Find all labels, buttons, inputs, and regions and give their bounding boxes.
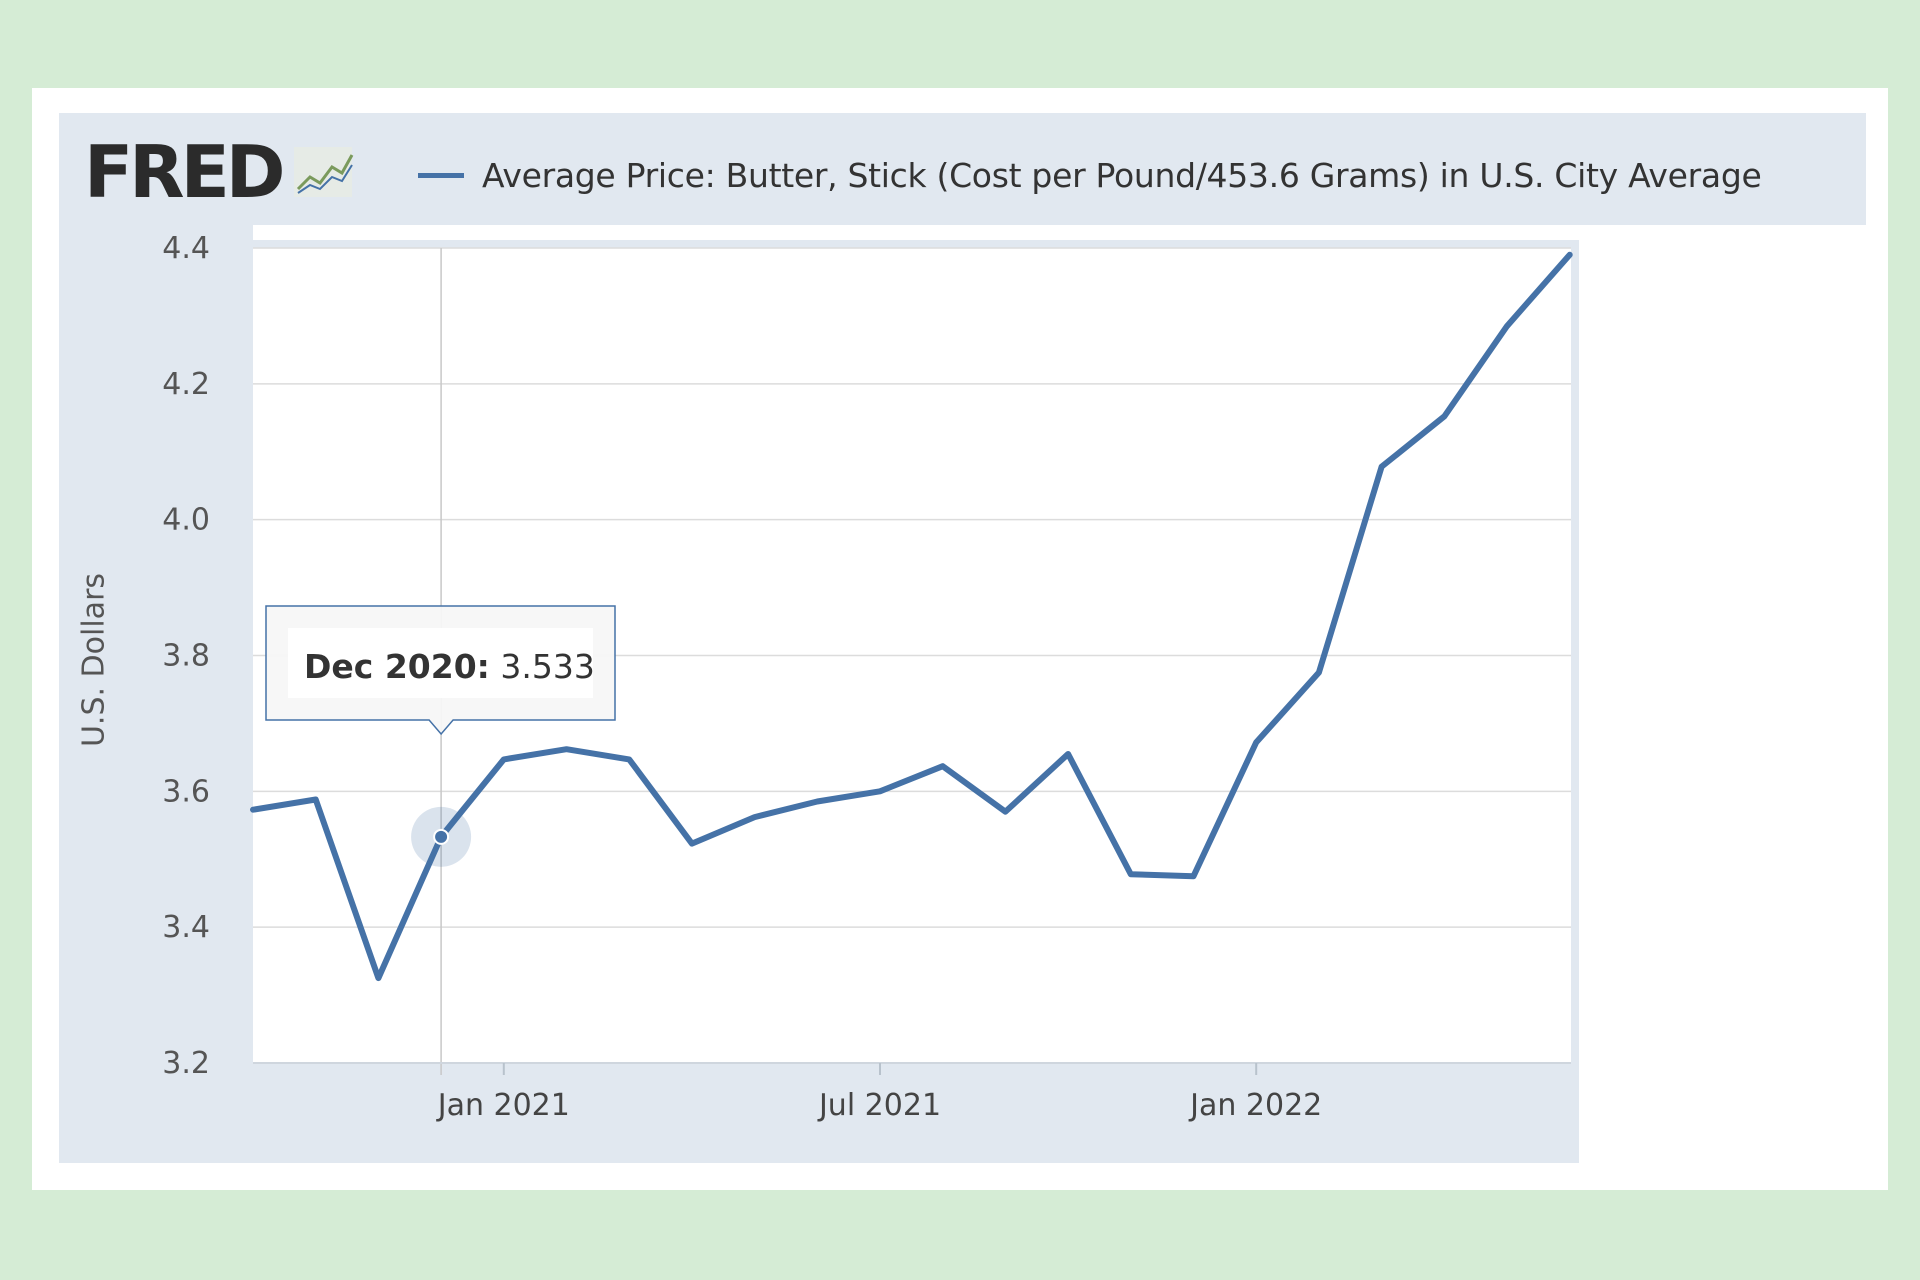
y-tick-label: 3.6 [162, 774, 210, 809]
y-axis-panel [59, 225, 253, 1163]
y-tick-label: 4.4 [162, 231, 210, 266]
logo-text: FRED [84, 130, 286, 214]
x-tick-label: Jan 2021 [436, 1088, 570, 1123]
x-axis-panel [253, 1063, 1579, 1163]
y-tick-label: 3.8 [162, 639, 210, 674]
legend-swatch [418, 172, 464, 178]
tooltip-inner [288, 628, 593, 698]
tooltip-date: Dec 2020: [304, 647, 490, 686]
fred-logo[interactable]: FRED [84, 132, 356, 212]
legend-label: Average Price: Butter, Stick (Cost per P… [482, 155, 1762, 195]
x-tick-label: Jul 2021 [817, 1088, 941, 1123]
series-line[interactable] [250, 251, 1573, 982]
trend-chart-icon [293, 147, 353, 197]
plot-right-border [1571, 240, 1579, 1063]
y-tick-label: 3.4 [162, 910, 210, 945]
y-tick-label: 4.2 [162, 367, 210, 402]
tooltip-value: 3.533 [490, 647, 595, 686]
chart-legend[interactable]: Average Price: Butter, Stick (Cost per P… [418, 148, 1762, 202]
plot-top-border [253, 240, 1579, 248]
chart-header [59, 113, 1866, 225]
y-tick-label: 3.2 [162, 1046, 210, 1081]
tooltip-text: Dec 2020: 3.533 [304, 647, 595, 686]
y-tick-label: 4.0 [162, 503, 210, 538]
highlight-point[interactable] [433, 828, 450, 845]
x-tick-label: Jan 2022 [1188, 1088, 1322, 1123]
